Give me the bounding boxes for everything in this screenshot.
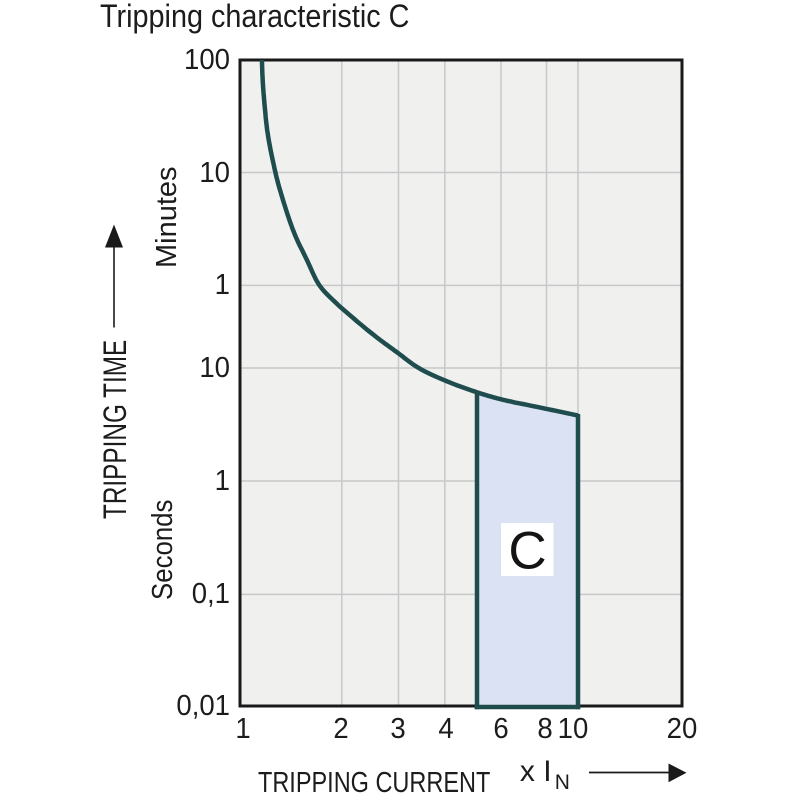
svg-text:C: C — [508, 521, 546, 580]
